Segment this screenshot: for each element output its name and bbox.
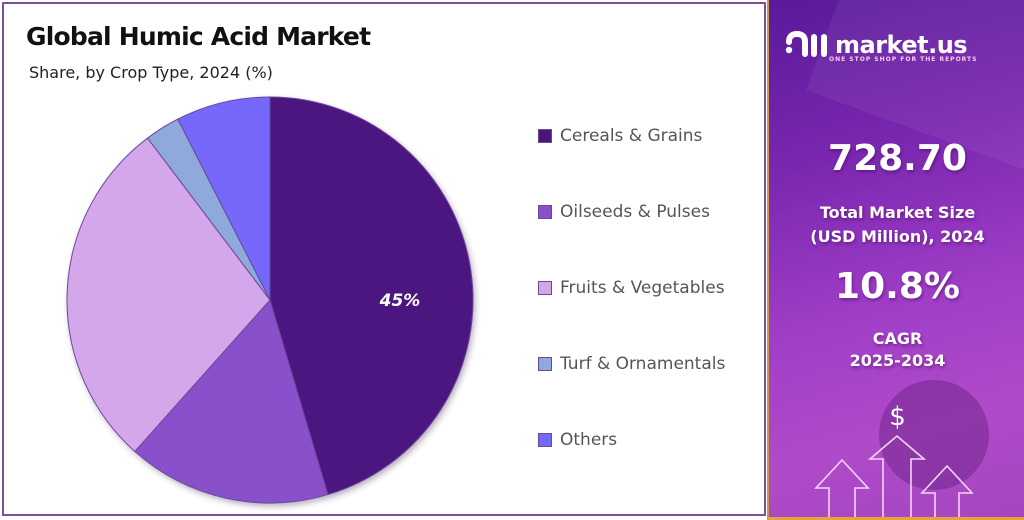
market-us-logo-icon	[785, 30, 827, 57]
legend-swatch	[538, 281, 552, 295]
growth-arrows-icon	[814, 434, 974, 517]
brand-logo: market.us	[785, 28, 968, 62]
pie-slice-others	[177, 96, 271, 301]
legend-label: Others	[560, 430, 618, 450]
stats-panel: market.us ONE STOP SHOP FOR THE REPORTS …	[767, 0, 1024, 520]
market-size-value: 728.70	[828, 138, 967, 179]
market-size-label-line2: (USD Million), 2024	[810, 227, 985, 246]
legend-swatch	[538, 357, 552, 371]
cagr-label-line2: 2025-2034	[849, 351, 946, 370]
pie-chart: 45%	[66, 96, 474, 504]
legend-label: Oilseeds & Pulses	[560, 202, 710, 222]
brand-tagline: ONE STOP SHOP FOR THE REPORTS	[829, 56, 978, 63]
legend-item-others: Others	[538, 430, 617, 450]
pie-slice-cereals-grains	[269, 96, 474, 496]
chart-title: Global Humic Acid Market	[26, 22, 371, 51]
legend-label: Fruits & Vegetables	[560, 278, 725, 298]
market-size-label-line1: Total Market Size	[819, 203, 976, 222]
cagr-value: 10.8%	[835, 266, 960, 307]
background-decoration	[879, 380, 989, 490]
legend-swatch	[538, 129, 552, 143]
chart-subtitle: Share, by Crop Type, 2024 (%)	[29, 63, 273, 82]
dollar-icon: $	[889, 402, 906, 432]
legend-label: Cereals & Grains	[560, 126, 703, 146]
cagr-label-line1: CAGR	[872, 329, 923, 348]
legend-item-fruits-vegetables: Fruits & Vegetables	[538, 278, 725, 298]
pie-slice-fruits-vegetables	[66, 137, 271, 453]
legend-swatch	[538, 205, 552, 219]
legend-item-cereals-grains: Cereals & Grains	[538, 126, 702, 146]
legend-label: Turf & Ornamentals	[560, 354, 726, 374]
legend-item-turf-ornamentals: Turf & Ornamentals	[538, 354, 725, 374]
legend-item-oilseeds-pulses: Oilseeds & Pulses	[538, 202, 710, 222]
pie-slice-oilseeds-pulses	[134, 298, 329, 504]
brand-name: market.us	[835, 31, 968, 59]
legend-swatch	[538, 433, 552, 447]
pie-data-label: 45%	[379, 291, 421, 311]
